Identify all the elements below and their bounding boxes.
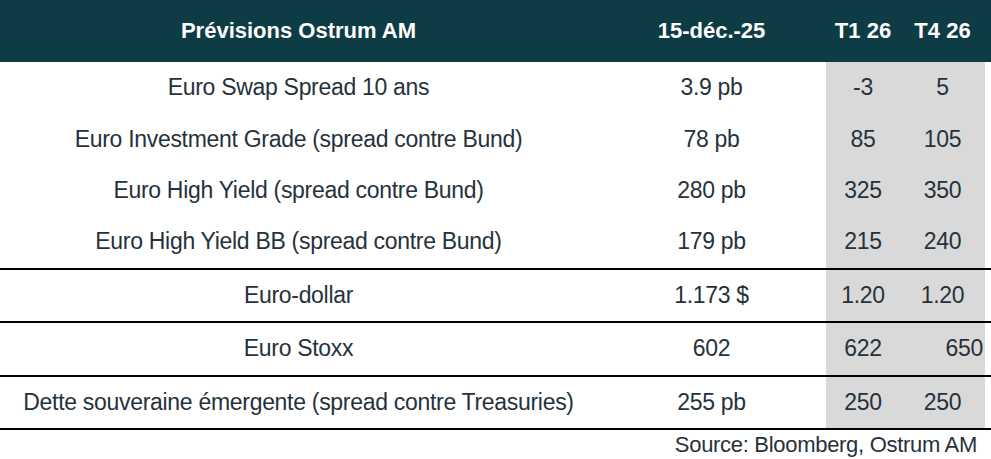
table-row: Euro Swap Spread 10 ans3.9 pb-35 [0, 62, 991, 113]
header-cell-current-date: 15-déc.-25 [597, 0, 826, 62]
row-current-value: 179 pb [597, 216, 826, 267]
table-row: Euro Stoxx602622650 [0, 321, 991, 374]
row-spacer [985, 165, 991, 216]
row-current-value: 280 pb [597, 165, 826, 216]
row-label: Dette souveraine émergente (spread contr… [0, 377, 597, 428]
table-row: Euro High Yield (spread contre Bund)280 … [0, 165, 991, 216]
header-cell-t1-26: T1 26 [826, 0, 900, 62]
forecast-table: Prévisions Ostrum AM 15-déc.-25 T1 26 T4… [0, 0, 991, 459]
row-t1-26-value: 622 [826, 323, 900, 374]
row-label: Euro Investment Grade (spread contre Bun… [0, 113, 597, 164]
row-label: Euro Swap Spread 10 ans [0, 62, 597, 113]
row-t1-26-value: -3 [826, 62, 900, 113]
row-spacer [985, 113, 991, 164]
header-cell-spacer [985, 0, 991, 62]
row-t4-26-value: 5 [900, 62, 985, 113]
row-spacer [985, 216, 991, 267]
row-label: Euro-dollar [0, 270, 597, 321]
table-row: Euro High Yield BB (spread contre Bund)1… [0, 216, 991, 267]
table-row: Euro-dollar1.173 $1.201.20 [0, 268, 991, 321]
row-spacer [985, 62, 991, 113]
row-t1-26-value: 1.20 [826, 270, 900, 321]
row-t4-26-value: 250 [900, 377, 985, 428]
row-t4-26-value: 1.20 [900, 270, 985, 321]
row-t1-26-value: 215 [826, 216, 900, 267]
row-t1-26-value: 85 [826, 113, 900, 164]
source-note: Source: Bloomberg, Ostrum AM [675, 432, 977, 458]
row-current-value: 1.173 $ [597, 270, 826, 321]
row-spacer [985, 323, 991, 374]
header-cell-title: Prévisions Ostrum AM [0, 0, 597, 62]
row-label: Euro Stoxx [0, 323, 597, 374]
row-label: Euro High Yield (spread contre Bund) [0, 165, 597, 216]
row-t4-26-value: 240 [900, 216, 985, 267]
header-cell-t4-26: T4 26 [900, 0, 985, 62]
source-row: Source: Bloomberg, Ostrum AM [0, 430, 991, 459]
row-current-value: 78 pb [597, 113, 826, 164]
row-spacer [985, 377, 991, 428]
row-label: Euro High Yield BB (spread contre Bund) [0, 216, 597, 267]
row-spacer [985, 270, 991, 321]
row-t4-26-value: 105 [900, 113, 985, 164]
table-row: Euro Investment Grade (spread contre Bun… [0, 113, 991, 164]
row-t1-26-value: 325 [826, 165, 900, 216]
row-current-value: 3.9 pb [597, 62, 826, 113]
row-t1-26-value: 250 [826, 377, 900, 428]
row-t4-26-value: 350 [900, 165, 985, 216]
row-t4-26-value: 650 [900, 323, 985, 374]
table-body: Euro Swap Spread 10 ans3.9 pb-35Euro Inv… [0, 62, 991, 430]
table-header-row: Prévisions Ostrum AM 15-déc.-25 T1 26 T4… [0, 0, 991, 62]
table-row: Dette souveraine émergente (spread contr… [0, 375, 991, 430]
row-current-value: 602 [597, 323, 826, 374]
row-current-value: 255 pb [597, 377, 826, 428]
